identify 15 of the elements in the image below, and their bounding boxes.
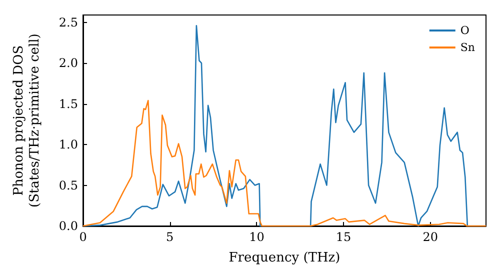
y-axis-title: Phonon projected DOS (States/THz·primitive cell): [12, 33, 42, 208]
legend-label: Sn: [460, 41, 476, 54]
x-axis-title: Frequency (THz): [228, 250, 340, 266]
legend-label: O: [460, 24, 470, 37]
y-tick-label: 2.5: [58, 15, 78, 30]
x-tick-label: 0: [79, 230, 87, 244]
y-tick-label: 1.5: [58, 96, 78, 111]
x-tick-label: 15: [336, 230, 352, 244]
y-tick-label: 1.0: [58, 138, 78, 152]
y-tick-label: 0.5: [58, 178, 78, 192]
y-tick-label: 0.0: [58, 219, 78, 233]
x-tick-label: 5: [166, 230, 174, 244]
x-tick-label: 10: [249, 230, 264, 244]
x-tick-label: 20: [422, 230, 438, 244]
y-tick-label: 2.0: [58, 56, 78, 70]
